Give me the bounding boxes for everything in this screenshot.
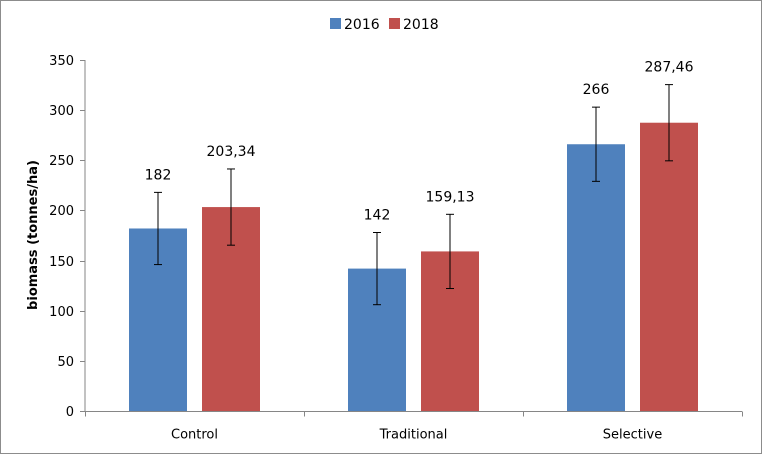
- y-axis-label: biomass (tonnes/ha): [26, 160, 41, 310]
- data-label: 203,34: [207, 144, 256, 160]
- data-label: 266: [583, 82, 610, 98]
- x-tick-label: Selective: [603, 428, 662, 443]
- legend-label: 2016: [344, 17, 380, 33]
- y-tick-label: 200: [49, 204, 74, 219]
- data-labels: 182 142 266 203,34 159,13 287,46: [145, 60, 694, 224]
- bar: [567, 144, 625, 412]
- y-tick-label: 50: [57, 355, 74, 370]
- y-tick-label: 250: [49, 154, 74, 169]
- data-label: 287,46: [645, 60, 694, 76]
- x-tick-label: Traditional: [379, 428, 448, 443]
- x-tick-label: Control: [171, 428, 218, 443]
- legend-label: 2018: [403, 17, 439, 33]
- data-label: 159,13: [426, 189, 475, 205]
- legend-swatch: [389, 18, 400, 29]
- y-axis: 0 50 100 150 200 250 300 350: [49, 54, 86, 420]
- data-label: 142: [364, 207, 391, 223]
- y-tick-label: 350: [49, 54, 74, 69]
- data-label: 182: [145, 167, 172, 183]
- legend: 2016 2018: [330, 17, 439, 33]
- y-tick-label: 300: [49, 104, 74, 119]
- y-tick-label: 0: [66, 405, 74, 420]
- bar: [640, 122, 698, 411]
- error-bars: [154, 84, 673, 306]
- y-tick-label: 100: [49, 305, 74, 320]
- y-tick-label: 150: [49, 255, 74, 270]
- x-axis: Control Traditional Selective: [85, 411, 743, 443]
- legend-swatch: [330, 18, 341, 29]
